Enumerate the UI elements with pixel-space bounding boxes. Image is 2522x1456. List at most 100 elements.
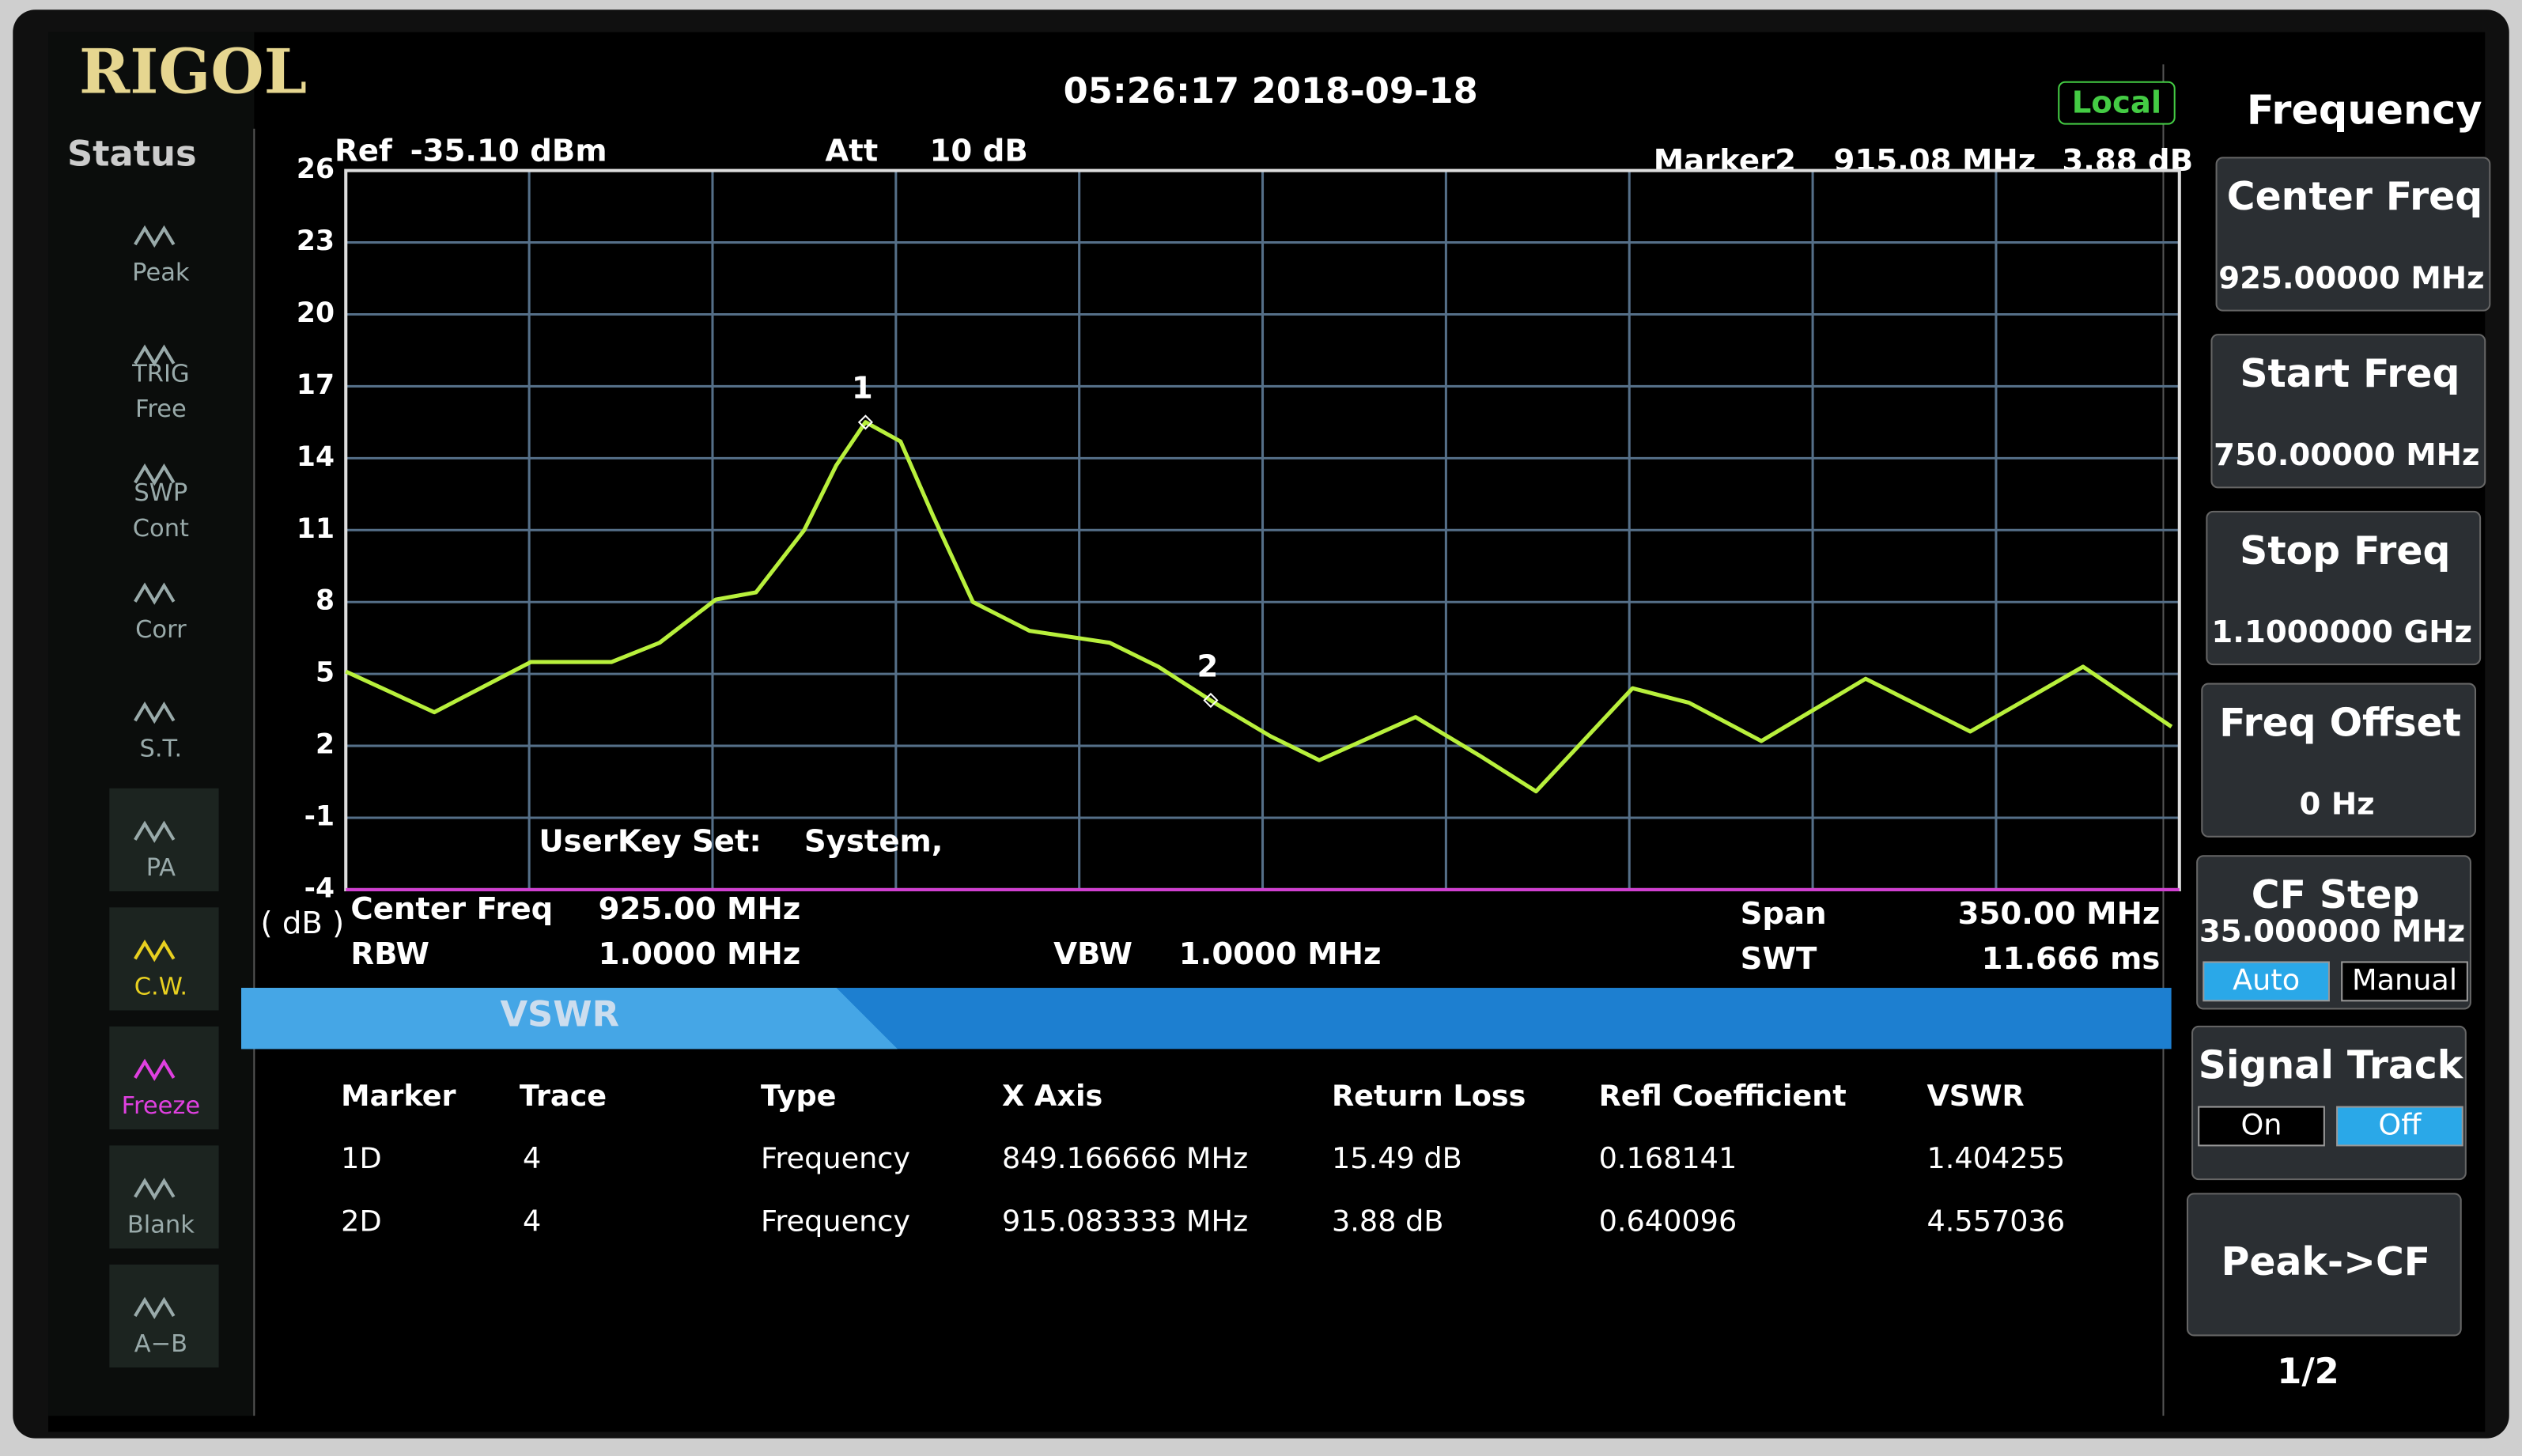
menu-button-value: 35.000000 MHz [2199, 913, 2465, 949]
menu-button[interactable] [2201, 683, 2477, 838]
datetime: 05:26:17 2018-09-18 [1064, 70, 1478, 112]
menu-button-label: Center Freq [2227, 174, 2482, 219]
status-button[interactable] [109, 907, 219, 1011]
y-tick-label: -1 [304, 801, 335, 833]
rbw-label: RBW [350, 936, 429, 972]
status-button[interactable] [109, 1145, 219, 1249]
y-unit: ( dB ) [261, 906, 345, 941]
menu-title: Frequency [2247, 86, 2482, 133]
y-tick-label: 2 [316, 729, 335, 761]
vswr-table: Marker Trace Type X Axis Return Loss Refl Coe… [341, 1079, 2065, 1239]
status-list: Peak TRIG Free SWP Cont Corr S.T. PA C.W. Freeze B… [109, 225, 219, 1368]
menu: Center Freq 925.00000 MHz Start Freq 750.00… [2186, 157, 2491, 1337]
status-icon [134, 344, 176, 367]
mode-box [2058, 81, 2176, 125]
brand: RIGOL [79, 36, 307, 108]
status-label: Cont [133, 515, 189, 543]
table-header: Trace [520, 1079, 607, 1113]
vswr-title: VSWR [500, 993, 619, 1035]
menu-button-label: Stop Freq [2240, 528, 2450, 573]
center-label: Center Freq [350, 891, 553, 927]
y-tick-label: 14 [297, 441, 335, 473]
table-cell: 0.640096 [1599, 1205, 1737, 1239]
table-header: Marker [341, 1079, 456, 1113]
status-button[interactable] [109, 1026, 219, 1130]
status-icon [134, 1296, 176, 1319]
menu-button-value: 750.00000 MHz [2214, 437, 2479, 473]
trace [345, 420, 2173, 794]
y-tick-label: 8 [316, 585, 335, 617]
y-tick-label: 17 [297, 369, 335, 401]
marker-level: 3.88 dB [2062, 143, 2193, 179]
menu-button-value: 1.1000000 GHz [2211, 615, 2472, 650]
plot: 26 23 20 17 14 11 8 5 2 -1 -4 1 2 UserKey Set: System, [297, 153, 2181, 904]
table-cell: Frequency [761, 1205, 910, 1239]
swt-value: 11.666 ms [1982, 941, 2161, 977]
marker-label: 2 [1197, 649, 1218, 684]
menu-button-label: CF Step [2252, 872, 2420, 917]
table-cell: 849.166666 MHz [1002, 1141, 1248, 1175]
table-header: Return Loss [1332, 1079, 1526, 1113]
vswr-tab [241, 988, 898, 1049]
table-cell: 4 [523, 1141, 541, 1175]
menu-option-label: Auto [2233, 962, 2300, 997]
status-button[interactable] [109, 1264, 219, 1368]
vbw-label: VBW [1053, 936, 1132, 972]
status-icon [134, 702, 176, 724]
status-button[interactable] [109, 788, 219, 891]
menu-button[interactable] [2206, 510, 2482, 666]
table-header: Type [761, 1079, 837, 1113]
menu-button-label: Peak->CF [2221, 1239, 2431, 1284]
status-label: SWP [134, 479, 187, 507]
status-label: C.W. [134, 974, 187, 1001]
menu-option[interactable] [2341, 961, 2468, 1002]
menu-option[interactable] [2198, 1106, 2325, 1147]
mode: Local [2072, 85, 2161, 121]
userkey-value: System, [804, 823, 943, 859]
status-icon [134, 1178, 176, 1201]
y-tick-label: 5 [316, 657, 335, 689]
status-icon [134, 940, 176, 962]
status-label: Blank [127, 1212, 195, 1239]
status-label: Freeze [122, 1092, 200, 1120]
menu-button-label: Freq Offset [2219, 700, 2461, 745]
att-label: Att [825, 134, 878, 169]
table-header: X Axis [1002, 1079, 1102, 1113]
menu-option-label: Off [2378, 1107, 2422, 1141]
y-tick-label: 26 [297, 153, 335, 185]
userkey-label: UserKey Set: [539, 823, 762, 859]
table-cell: 4.557036 [1926, 1205, 2065, 1239]
vbw-value: 1.0000 MHz [1179, 936, 1382, 972]
table-cell: 3.88 dB [1332, 1205, 1443, 1239]
status-icon [134, 820, 176, 843]
menu-option-label: Manual [2352, 962, 2457, 997]
table-cell: Frequency [761, 1141, 910, 1175]
table-cell: 15.49 dB [1332, 1141, 1462, 1175]
center-value: 925.00 MHz [599, 891, 801, 927]
table-cell: 4 [523, 1205, 541, 1239]
menu-button[interactable] [2215, 157, 2491, 312]
menu-button[interactable] [2210, 334, 2486, 489]
menu-button-label: Signal Track [2199, 1043, 2464, 1088]
status-icon [134, 582, 176, 605]
marker [857, 414, 873, 430]
marker-label: 1 [852, 371, 873, 407]
y-tick-label: 20 [297, 297, 335, 329]
y-tick-label: 11 [297, 513, 335, 545]
marker-freq: 915.08 MHz [1834, 143, 2036, 179]
status-label: Free [135, 395, 187, 423]
table-cell: 1.404255 [1926, 1141, 2065, 1175]
menu-button[interactable] [2186, 1193, 2462, 1337]
marker-label: Marker2 [1654, 143, 1796, 179]
menu-option[interactable] [2336, 1106, 2463, 1147]
table-cell: 0.168141 [1599, 1141, 1737, 1175]
menu-button-value: 0 Hz [2300, 787, 2375, 823]
ref-value: -35.10 dBm [410, 134, 607, 169]
menu-option[interactable] [2202, 961, 2330, 1002]
table-header: Refl Coefficient [1599, 1079, 1847, 1113]
table-cell: 1D [341, 1141, 381, 1175]
status-title: Status [67, 132, 197, 174]
y-tick-label: -4 [304, 872, 335, 904]
